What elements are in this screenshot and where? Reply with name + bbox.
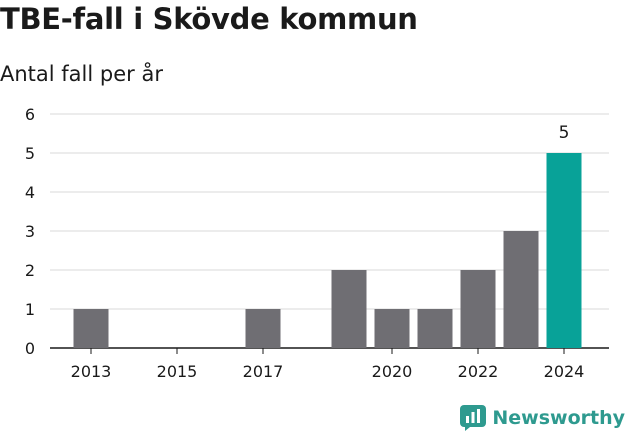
x-tick-label: 2017 (243, 362, 284, 381)
chart-title: TBE-fall i Skövde kommun (0, 2, 418, 36)
x-tick-label: 2020 (372, 362, 413, 381)
y-tick-label: 6 (25, 105, 35, 124)
bar-2023 (503, 231, 539, 348)
bar-2019 (331, 270, 367, 348)
bar-2021 (417, 309, 453, 348)
x-tick-label: 2013 (71, 362, 112, 381)
newsworthy-logo-icon (460, 405, 487, 431)
y-tick-label: 2 (25, 261, 35, 280)
brand-logo: Newsworthy (460, 405, 625, 431)
x-tick-label: 2022 (458, 362, 499, 381)
y-tick-label: 1 (25, 300, 35, 319)
y-tick-label: 4 (25, 183, 35, 202)
y-tick-label: 5 (25, 144, 35, 163)
bar-2013 (73, 309, 109, 348)
bars (73, 153, 582, 348)
y-tick-label: 3 (25, 222, 35, 241)
bar-2022 (460, 270, 496, 348)
brand-name: Newsworthy (492, 407, 625, 429)
y-tick-label: 0 (25, 339, 35, 358)
bar-2017 (245, 309, 281, 348)
bar-2024 (546, 153, 582, 348)
x-tick-label: 2024 (544, 362, 585, 381)
labels: 0 1 2 3 4 5 6 2013 2015 2017 2020 2022 2024 5 (25, 105, 585, 381)
bar-2020 (374, 309, 410, 348)
x-tick-label: 2015 (157, 362, 198, 381)
data-label: 5 (559, 123, 570, 143)
chart-subtitle: Antal fall per år (0, 62, 163, 86)
